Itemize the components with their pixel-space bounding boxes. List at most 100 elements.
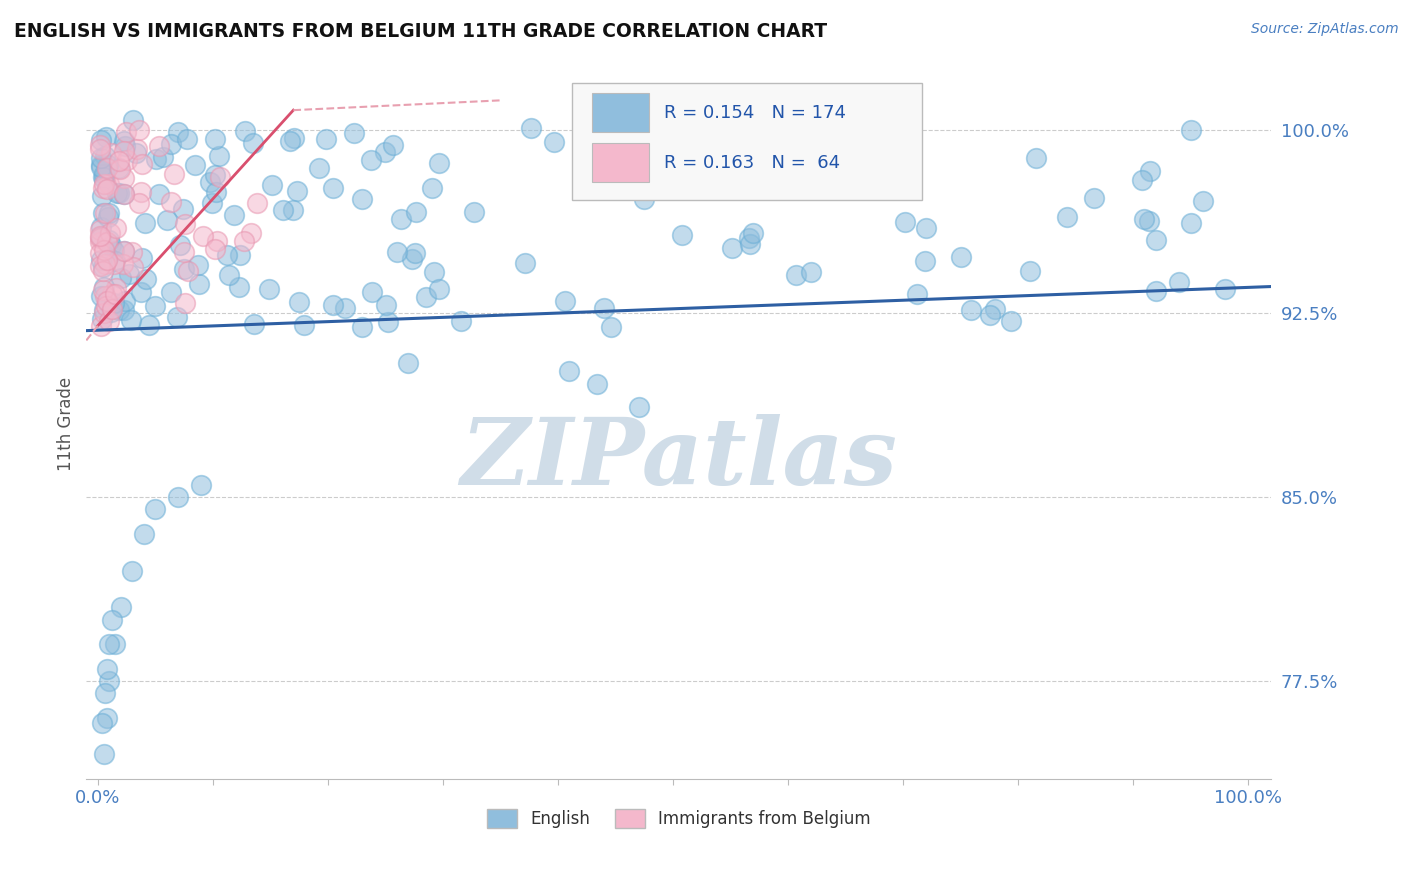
Point [128,196,150,211]
Point [243,317,266,331]
Point [103,296,125,310]
Point [404,246,426,260]
Point [187,259,209,273]
Point [176,132,198,146]
Point [121,564,143,578]
Point [100,145,122,160]
Point [350,193,373,207]
Text: R = 0.163   N =  64: R = 0.163 N = 64 [665,154,841,172]
Point [96,662,118,676]
Point [91,260,114,275]
Point [117,153,139,167]
Point [96,235,118,249]
Point [586,376,609,391]
Point [97,250,120,264]
Point [98,206,121,220]
Bar [592,94,650,132]
Point [112,170,135,185]
Point [554,294,576,309]
Point [97,233,120,247]
Point [360,285,382,299]
Point [1132,212,1154,227]
Point [103,257,125,271]
Point [93,302,115,317]
Point [96,294,118,309]
Point [120,313,142,327]
Point [173,245,195,260]
Point [131,251,153,265]
Point [183,158,205,172]
Point [97,158,120,172]
Point [915,220,938,235]
Point [450,313,472,327]
Point [519,120,541,135]
Point [389,212,412,227]
Point [322,297,344,311]
Point [785,268,807,283]
Point [91,181,114,195]
Point [156,212,179,227]
Point [173,217,195,231]
Point [112,145,135,159]
Point [167,490,190,504]
Point [160,137,183,152]
Point [699,160,721,174]
Point [152,151,174,165]
Point [735,178,758,193]
Point [91,189,114,203]
Point [742,226,765,240]
Point [204,131,226,145]
Point [91,263,114,277]
Point [93,167,115,181]
Point [949,250,972,264]
Point [222,209,245,223]
Point [112,244,135,259]
Point [169,238,191,252]
Point [93,280,115,294]
Point [112,303,135,318]
Point [427,156,450,170]
Point [283,131,305,145]
Bar [592,143,650,182]
Point [374,145,396,159]
Point [148,139,170,153]
Point [627,400,650,414]
Point [89,246,111,260]
FancyBboxPatch shape [572,83,921,200]
Point [163,167,186,181]
Point [1025,151,1047,165]
Point [118,267,141,281]
Point [200,175,222,189]
Point [114,139,136,153]
Point [1144,284,1167,298]
Point [515,256,537,270]
Point [112,134,135,148]
Text: ENGLISH VS IMMIGRANTS FROM BELGIUM 11TH GRADE CORRELATION CHART: ENGLISH VS IMMIGRANTS FROM BELGIUM 11TH … [14,22,827,41]
Point [93,306,115,320]
Point [124,146,146,161]
Point [89,259,111,273]
Point [110,600,132,615]
Point [104,254,127,268]
Point [90,312,112,326]
Point [762,136,785,150]
Point [979,309,1001,323]
Point [315,132,337,146]
Point [135,271,157,285]
Point [173,262,195,277]
Point [104,281,127,295]
Point [89,223,111,237]
Point [322,180,344,194]
Point [103,244,125,258]
Point [91,170,114,185]
Point [595,128,617,143]
Point [104,221,127,235]
Point [93,747,115,762]
Point [127,142,149,156]
Point [343,126,366,140]
Point [228,280,250,294]
Point [396,356,419,370]
Point [93,178,115,192]
Point [104,286,127,301]
Point [427,282,450,296]
